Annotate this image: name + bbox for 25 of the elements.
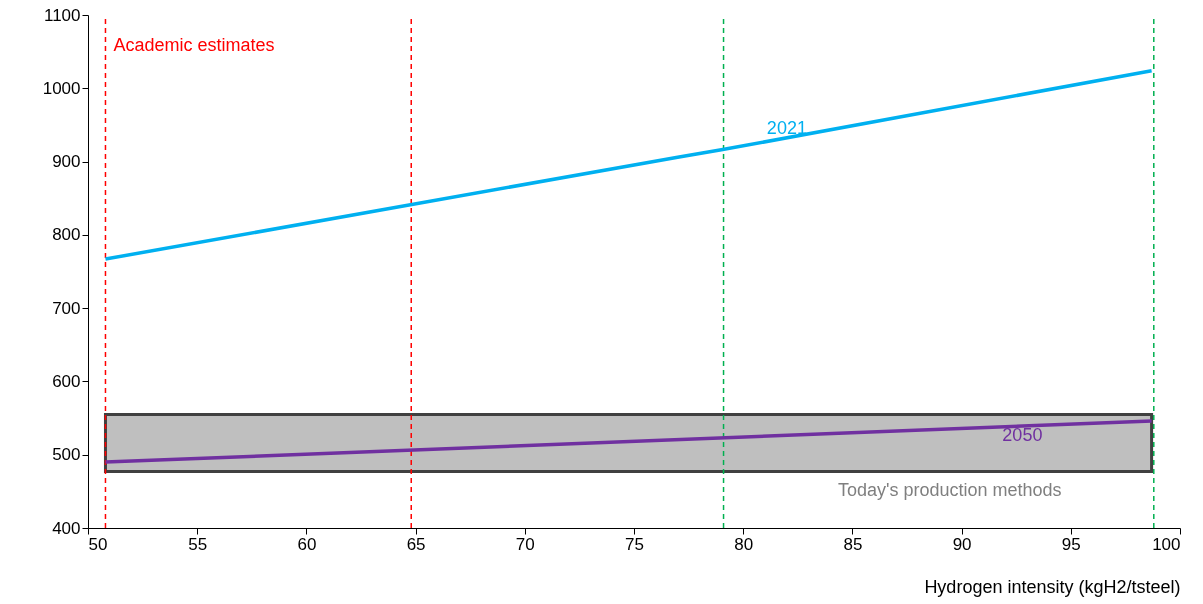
x-tick-label: 95 [1061, 534, 1081, 554]
y-tick-label: 600 [52, 371, 81, 391]
x-tick-label: 65 [406, 534, 426, 554]
y-tick-label: 900 [52, 152, 81, 172]
y-tick-label: 1100 [43, 5, 81, 25]
y-tick-label: 500 [52, 445, 81, 465]
x-axis-title: Hydrogen intensity (kgH2/tsteel) [924, 576, 1181, 597]
band-label: Today's production methods [838, 479, 1062, 500]
x-tick-label: 100 [1152, 534, 1181, 554]
line-series [103, 68, 1154, 261]
y-tick-label: 1000 [42, 78, 81, 98]
annotation: Academic estimates [113, 35, 275, 55]
x-tick-label: 55 [188, 534, 208, 554]
x-tick-label: 85 [843, 534, 863, 554]
x-tick-label: 50 [88, 534, 108, 554]
x-tick-label: 75 [625, 534, 644, 554]
x-tick-label: 90 [952, 534, 972, 554]
y-tick-label: 700 [52, 298, 81, 318]
x-tick-label: 80 [734, 534, 754, 554]
x-tick-label: 60 [297, 534, 317, 554]
x-tick-label: 70 [515, 534, 535, 554]
series-label: 2050 [1002, 425, 1043, 445]
y-tick-label: 800 [52, 225, 81, 245]
series-label: 2021 [766, 117, 807, 138]
y-tick-label: 400 [52, 518, 81, 538]
